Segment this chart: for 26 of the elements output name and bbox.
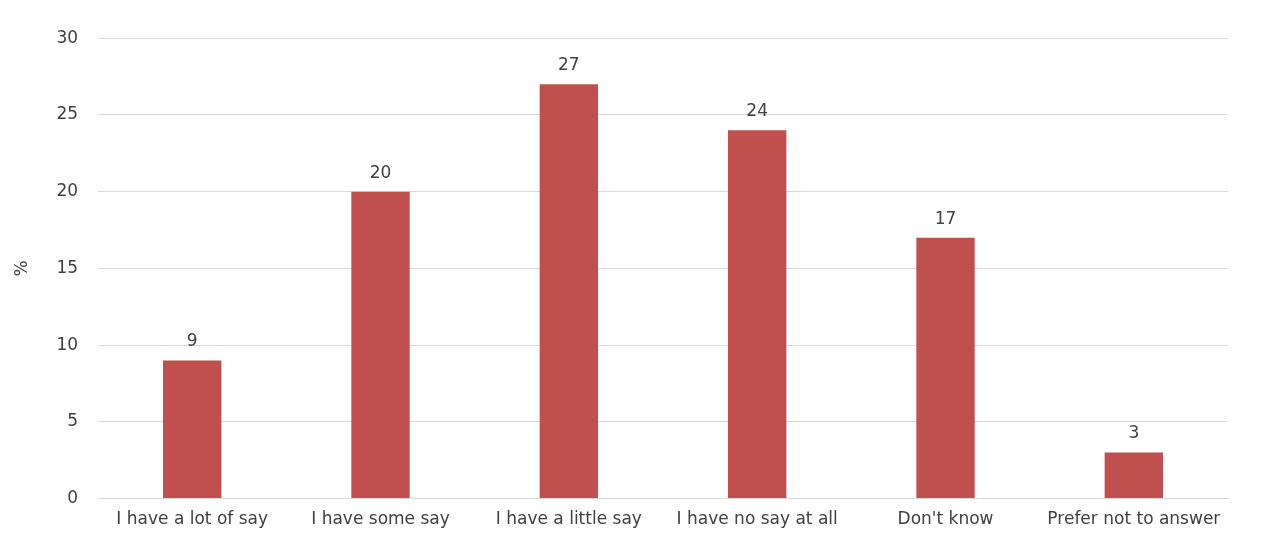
y-tick-label: 25 <box>56 103 79 124</box>
data-label: 27 <box>558 54 580 75</box>
bar <box>1104 452 1164 499</box>
x-tick-label: I have some say <box>311 508 450 529</box>
y-tick-label: 15 <box>56 256 79 277</box>
data-label: 9 <box>186 330 198 351</box>
data-label: 24 <box>746 100 768 121</box>
data-label: 17 <box>934 207 957 228</box>
x-tick-label: I have a lot of say <box>116 508 269 529</box>
bar <box>351 191 410 499</box>
data-label: 20 <box>369 161 392 182</box>
x-tick-label: Don't know <box>897 508 994 529</box>
bar <box>539 84 599 499</box>
y-tick-label: 30 <box>56 26 79 47</box>
x-tick-label: I have a little say <box>495 508 642 529</box>
y-tick-label: 10 <box>56 333 79 354</box>
y-tick-label: 5 <box>67 410 79 431</box>
x-tick-label: Prefer not to answer <box>1047 508 1221 529</box>
bar <box>916 237 975 499</box>
y-axis-title: % <box>10 260 31 277</box>
x-tick-label: I have no say at all <box>676 508 838 529</box>
data-label: 3 <box>1128 422 1140 443</box>
y-tick-label: 20 <box>56 180 79 201</box>
y-tick-label: 0 <box>67 487 79 508</box>
bar <box>163 360 222 499</box>
bar <box>727 130 787 499</box>
